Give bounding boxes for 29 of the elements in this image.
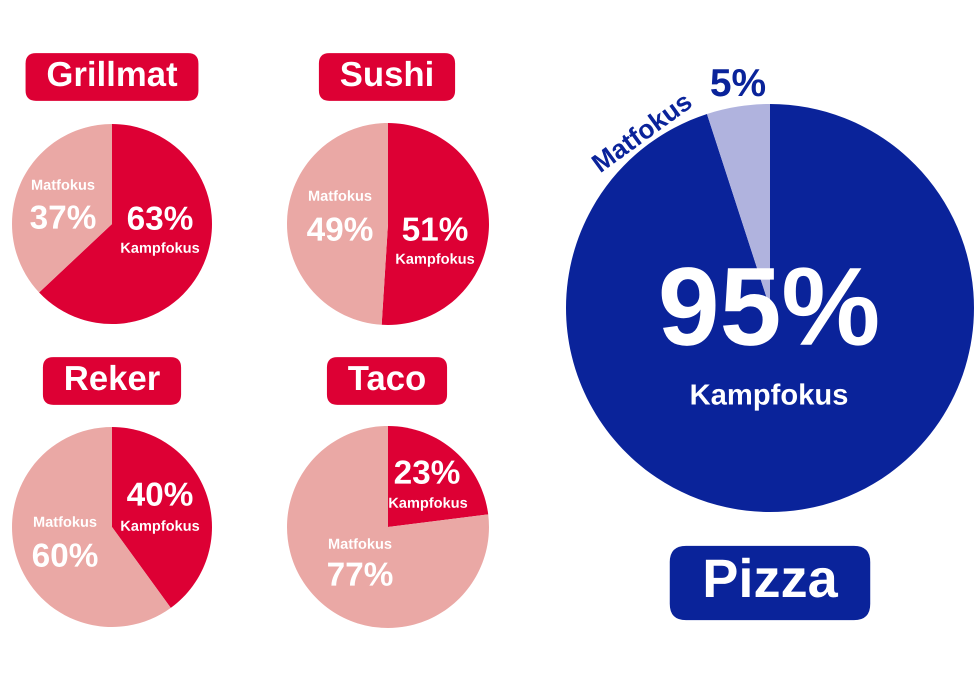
chart-title: Sushi — [340, 60, 432, 86]
data-label: 40% — [127, 482, 192, 506]
pie-slice — [382, 123, 489, 325]
slice-label: Kampfokus — [121, 520, 200, 534]
data-label: 5% — [711, 69, 766, 96]
slice-label: Kampfokus — [692, 383, 848, 411]
data-label: 23% — [394, 460, 460, 484]
slice-label: Kampfokus — [396, 253, 474, 267]
slice-label: Matfokus — [32, 179, 94, 190]
data-label: 77% — [328, 562, 392, 586]
slice-label: Matfokus — [34, 516, 96, 527]
text: Pizza — [706, 558, 838, 598]
pie-slice — [112, 427, 212, 608]
pie-slice — [287, 123, 388, 325]
slice-label: Kampfokus — [389, 497, 468, 511]
pie-slice — [287, 426, 489, 628]
slice-label: Matfokus — [308, 190, 372, 201]
data-label: 51% — [402, 217, 468, 241]
data-label: 60% — [32, 543, 98, 567]
slice-label: Matfokus — [328, 538, 392, 549]
chart-title: Grillmat — [48, 60, 178, 86]
slice-label: Kampfokus — [121, 242, 200, 256]
data-label: 95% — [662, 267, 878, 346]
chart-title: Reker — [66, 364, 160, 390]
pie-slice — [12, 124, 112, 292]
data-label: 37% — [30, 205, 96, 229]
chart-title: Taco — [348, 366, 425, 390]
data-label: 63% — [128, 206, 192, 230]
data-label: 49% — [307, 217, 372, 241]
